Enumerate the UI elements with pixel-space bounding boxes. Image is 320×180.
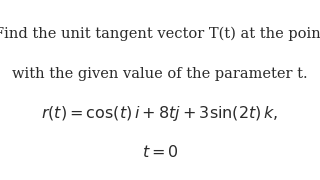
Text: Find the unit tangent vector T(t) at the point: Find the unit tangent vector T(t) at the… — [0, 27, 320, 41]
Text: with the given value of the parameter t.: with the given value of the parameter t. — [12, 67, 308, 81]
Text: $t = 0$: $t = 0$ — [141, 144, 179, 161]
Text: $r(t) = \cos(t)\, i + 8t j + 3 \sin(2t)\, k,$: $r(t) = \cos(t)\, i + 8t j + 3 \sin(2t)\… — [41, 104, 279, 123]
